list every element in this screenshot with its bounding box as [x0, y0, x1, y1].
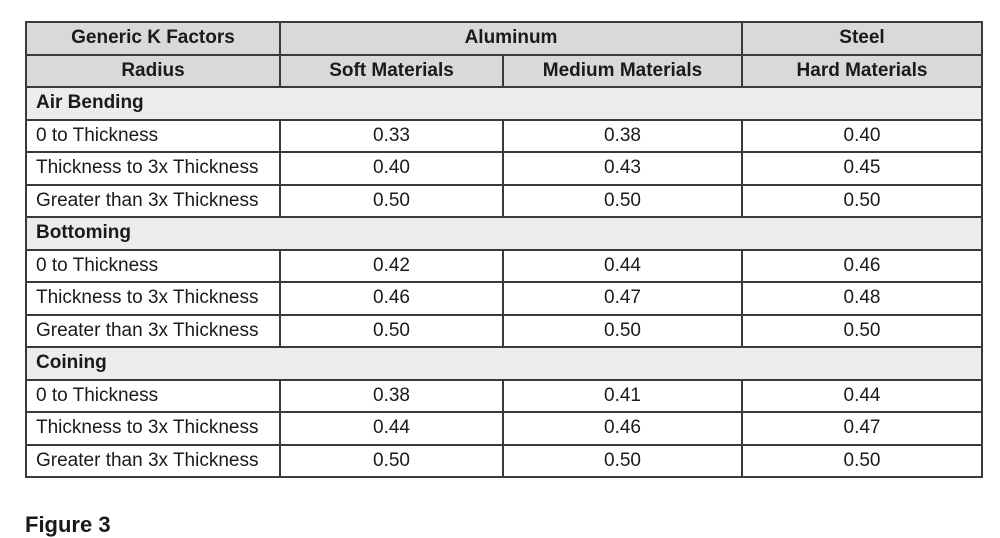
- table-row: Greater than 3x Thickness 0.50 0.50 0.50: [25, 443, 984, 478]
- k-factor-cell: 0.46: [501, 411, 744, 446]
- radius-cell: Greater than 3x Thickness: [25, 313, 281, 348]
- k-factor-cell: 0.40: [741, 118, 984, 153]
- k-factor-cell: 0.48: [741, 281, 984, 316]
- k-factor-cell: 0.44: [501, 248, 744, 283]
- k-factor-cell: 0.44: [279, 411, 504, 446]
- radius-cell: 0 to Thickness: [25, 118, 281, 153]
- page: Generic K Factors Aluminum Steel Radius Soft…: [24, 21, 984, 537]
- k-factor-table: Generic K Factors Aluminum Steel Radius Soft…: [24, 21, 984, 478]
- k-factor-cell: 0.42: [279, 248, 504, 283]
- k-factor-cell: 0.45: [741, 151, 984, 186]
- header-cell: Medium Materials: [501, 53, 744, 88]
- k-factor-cell: 0.40: [279, 151, 504, 186]
- table-row: 0 to Thickness 0.33 0.38 0.40: [25, 118, 984, 153]
- header-cell: Aluminum: [278, 21, 744, 56]
- radius-cell: 0 to Thickness: [25, 378, 281, 413]
- header-cell: Hard Materials: [741, 53, 984, 88]
- table-row: 0 to Thickness 0.38 0.41 0.44: [25, 378, 984, 413]
- k-factor-cell: 0.47: [501, 281, 744, 316]
- k-factor-cell: 0.47: [741, 411, 984, 446]
- radius-cell: Greater than 3x Thickness: [25, 183, 281, 218]
- k-factor-cell: 0.50: [741, 313, 984, 348]
- table-row: Thickness to 3x Thickness 0.46 0.47 0.48: [25, 281, 984, 316]
- section-title: Air Bending: [24, 86, 984, 121]
- table-row: Radius Soft Materials Medium Materials Hard…: [25, 53, 984, 88]
- header-cell: Soft Materials: [279, 53, 504, 88]
- k-factor-cell: 0.43: [501, 151, 744, 186]
- k-factor-cell: 0.50: [501, 443, 744, 478]
- k-factor-cell: 0.44: [741, 378, 984, 413]
- table-row: Thickness to 3x Thickness 0.40 0.43 0.45: [25, 151, 984, 186]
- k-factor-cell: 0.50: [279, 313, 504, 348]
- k-factor-cell: 0.50: [501, 313, 744, 348]
- header-cell: Generic K Factors: [25, 21, 281, 56]
- header-cell: Radius: [25, 53, 281, 88]
- radius-cell: Greater than 3x Thickness: [25, 443, 281, 478]
- table-body: Generic K Factors Aluminum Steel Radius Soft…: [24, 21, 984, 478]
- table-row: Coining: [24, 346, 984, 381]
- radius-cell: 0 to Thickness: [25, 248, 281, 283]
- k-factor-cell: 0.41: [501, 378, 744, 413]
- k-factor-cell: 0.50: [741, 183, 984, 218]
- section-title: Coining: [24, 346, 984, 381]
- radius-cell: Thickness to 3x Thickness: [25, 281, 281, 316]
- k-factor-cell: 0.46: [741, 248, 984, 283]
- k-factor-cell: 0.46: [279, 281, 504, 316]
- k-factor-cell: 0.50: [279, 183, 504, 218]
- header-cell: Steel: [741, 21, 984, 56]
- k-factor-cell: 0.33: [279, 118, 504, 153]
- table-row: Thickness to 3x Thickness 0.44 0.46 0.47: [25, 411, 984, 446]
- table-row: Greater than 3x Thickness 0.50 0.50 0.50: [25, 313, 984, 348]
- caption: Figure 3: [25, 512, 111, 537]
- table-row: Bottoming: [24, 216, 984, 251]
- k-factor-cell: 0.38: [501, 118, 744, 153]
- table-row: Air Bending: [24, 86, 984, 121]
- section-title: Bottoming: [24, 216, 984, 251]
- table-row: 0 to Thickness 0.42 0.44 0.46: [25, 248, 984, 283]
- table-row: Generic K Factors Aluminum Steel: [25, 21, 984, 56]
- k-factor-cell: 0.50: [279, 443, 504, 478]
- table-row: Greater than 3x Thickness 0.50 0.50 0.50: [25, 183, 984, 218]
- k-factor-cell: 0.50: [741, 443, 984, 478]
- radius-cell: Thickness to 3x Thickness: [25, 411, 281, 446]
- radius-cell: Thickness to 3x Thickness: [25, 151, 281, 186]
- k-factor-cell: 0.50: [501, 183, 744, 218]
- k-factor-cell: 0.38: [279, 378, 504, 413]
